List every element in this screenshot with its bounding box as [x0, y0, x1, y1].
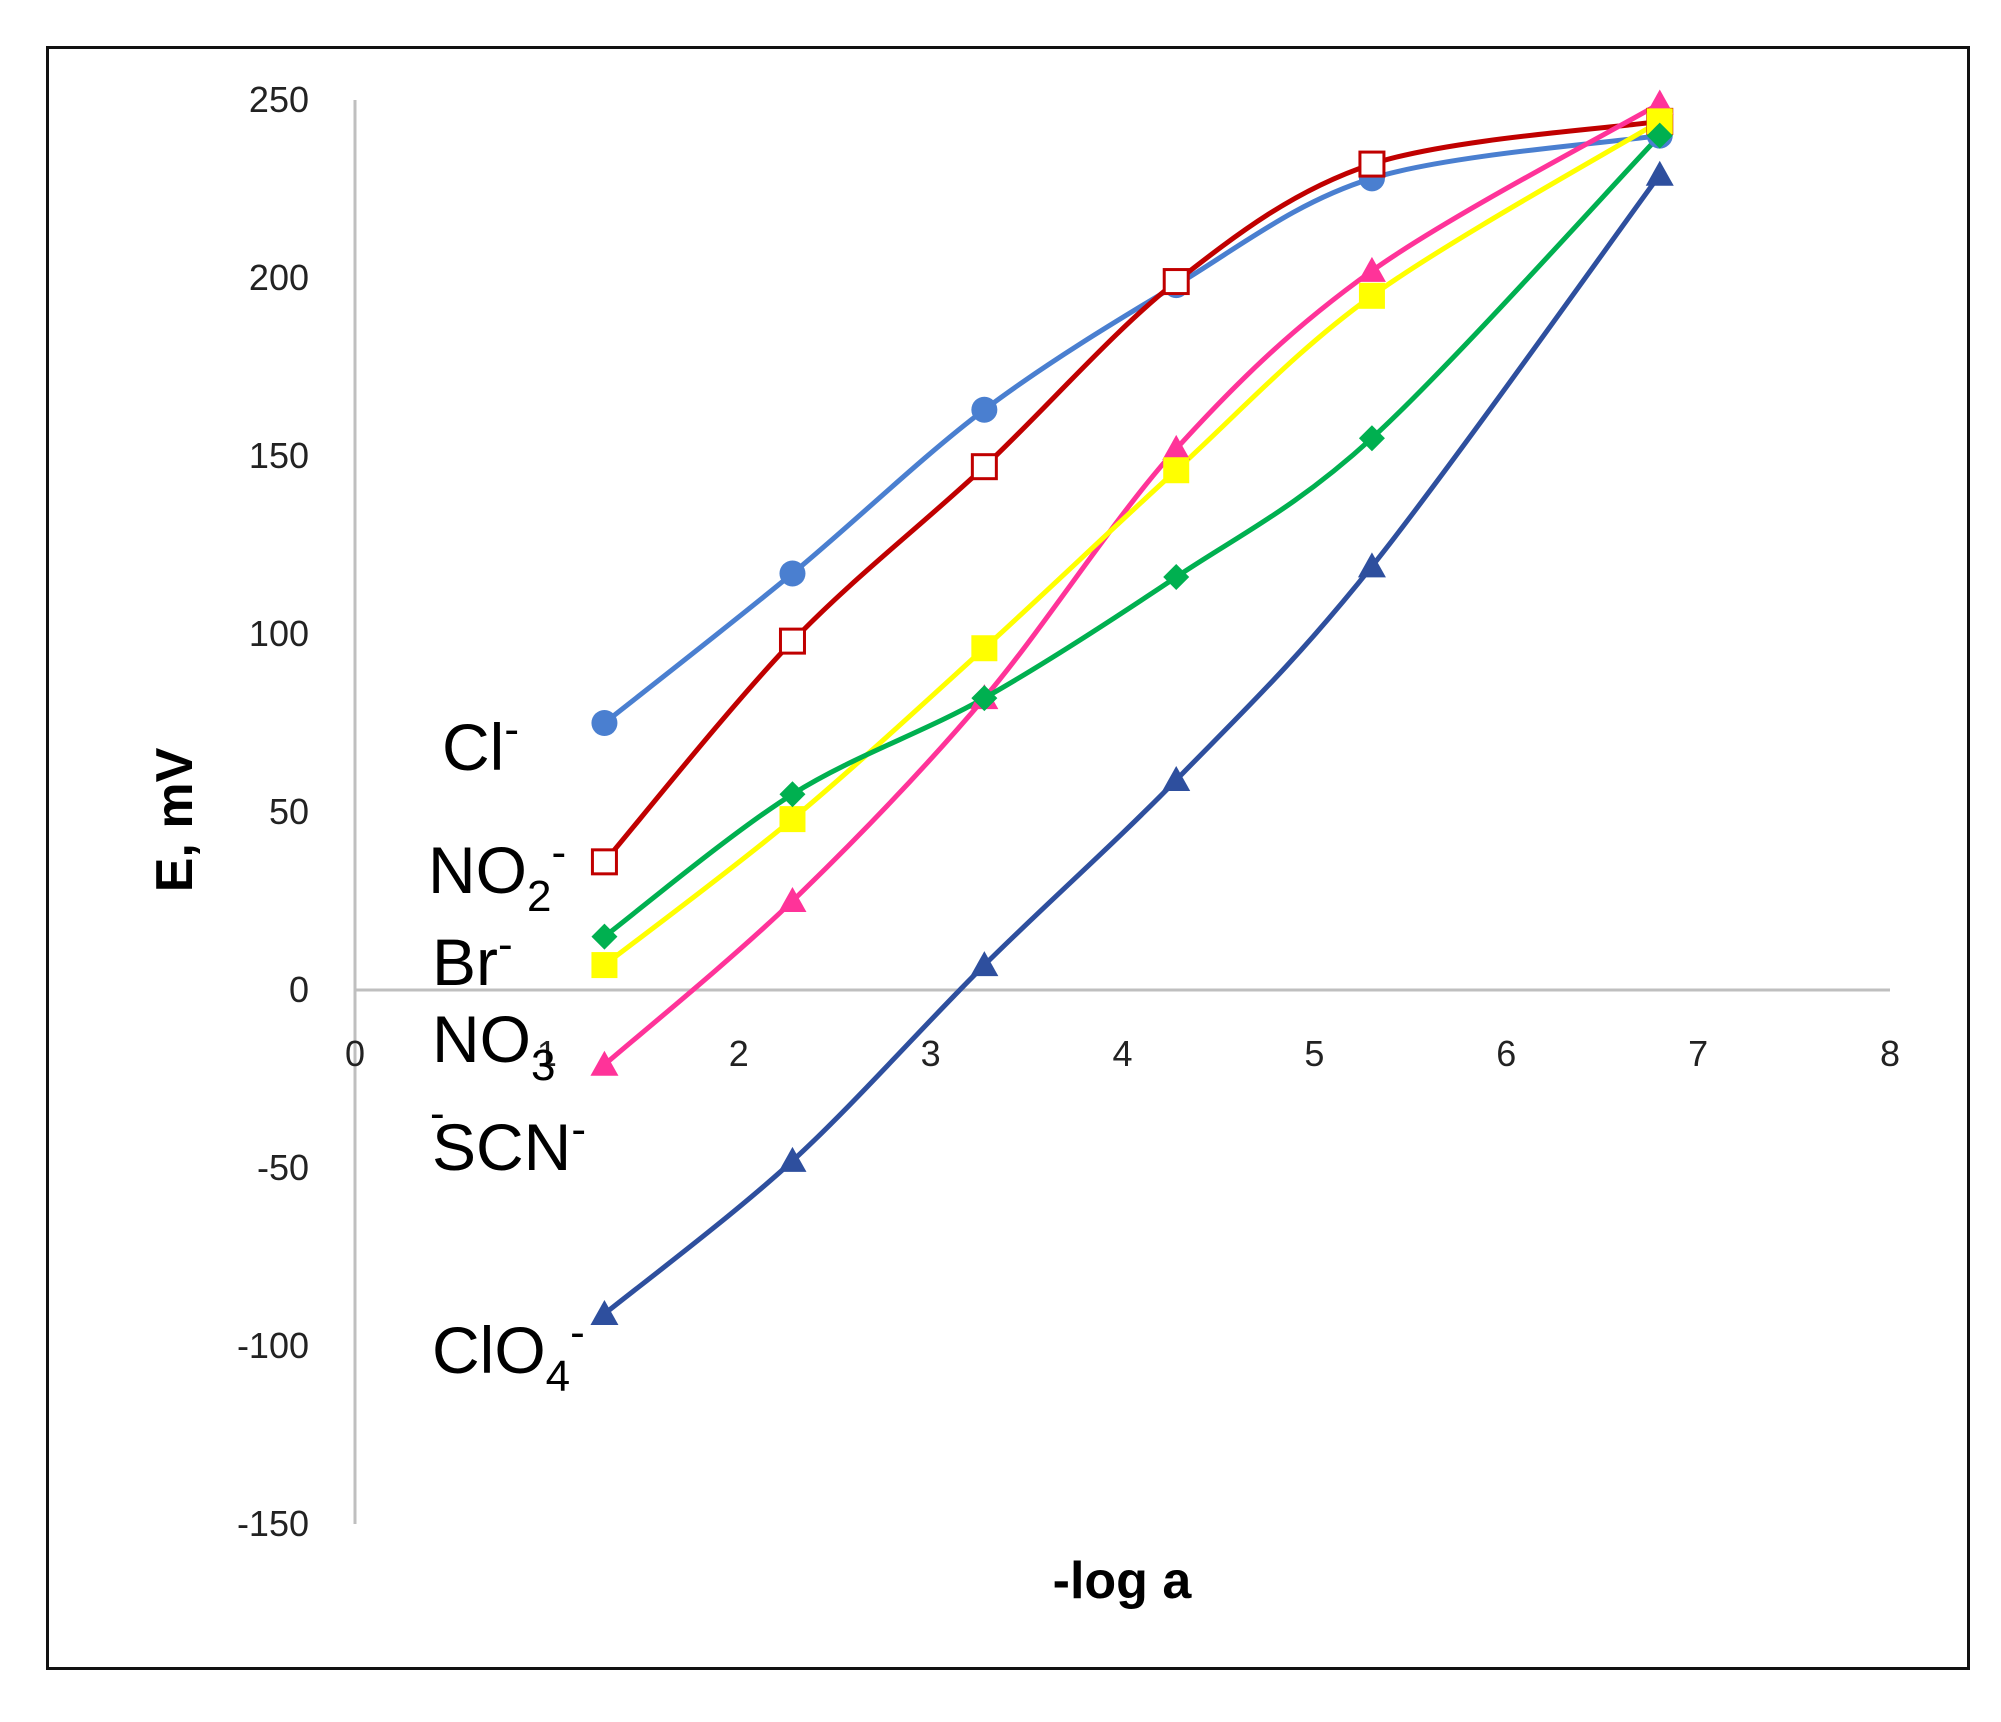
x-tick-label: 1: [537, 1033, 557, 1074]
data-point-cl: [591, 710, 618, 736]
y-tick-label: 50: [269, 791, 309, 832]
y-tick-labels: -150 -100 -50 0 50 100 150 200 250: [237, 79, 309, 1544]
data-point-br: [1163, 564, 1190, 591]
x-axis-title: -log a: [1053, 1552, 1193, 1610]
data-point-scn: [1162, 434, 1191, 460]
series-line-no3: [602, 119, 1662, 968]
data-point-clo4: [1357, 552, 1386, 578]
y-axis-title: E, mV: [146, 747, 204, 892]
y-tick-label: -100: [237, 1325, 309, 1366]
series-label-cl: Cl-: [442, 705, 519, 784]
data-point-clo4: [590, 1299, 619, 1325]
data-point-br: [779, 781, 806, 808]
x-tick-label: 7: [1688, 1033, 1708, 1074]
y-tick-label: 100: [249, 613, 309, 654]
x-tick-label: 4: [1112, 1033, 1132, 1074]
axes-group: [353, 100, 1890, 1524]
data-point-clo4: [970, 951, 999, 977]
data-point-no3: [591, 952, 618, 979]
series-labels: Cl- NO2- Br- NO3 - SCN- ClO4-: [428, 705, 586, 1401]
series-label-br: Br-: [432, 920, 513, 999]
data-point-no2: [590, 848, 618, 876]
data-point-scn: [590, 1050, 619, 1076]
series-label-no3-charge: -: [430, 1089, 445, 1138]
x-tick-label: 3: [921, 1033, 941, 1074]
data-point-br: [1646, 122, 1673, 149]
data-point-cl: [971, 396, 998, 423]
series-line-clo4: [602, 173, 1662, 1316]
data-point-no3: [1358, 282, 1385, 309]
data-point-br: [591, 923, 618, 950]
series-line-no2: [602, 118, 1661, 864]
y-tick-label: 200: [249, 257, 309, 298]
y-tick-label: 0: [289, 969, 309, 1010]
x-tick-label: 2: [729, 1033, 749, 1074]
series-label-clo4: ClO4-: [432, 1308, 585, 1401]
data-point-no3: [779, 806, 806, 833]
data-point-no2: [778, 627, 806, 655]
data-point-no3: [971, 635, 998, 662]
y-tick-label: -50: [257, 1147, 309, 1188]
chart-frame: [46, 46, 1970, 1670]
data-point-br: [1358, 425, 1385, 452]
data-point-scn: [1645, 89, 1674, 115]
data-point-clo4: [1645, 160, 1674, 186]
x-tick-label: 5: [1304, 1033, 1324, 1074]
series-line-br: [602, 133, 1662, 939]
series-line-cl: [602, 133, 1661, 725]
y-tick-label: 150: [249, 435, 309, 476]
data-point-no3: [1163, 457, 1190, 484]
x-tick-label: 6: [1496, 1033, 1516, 1074]
series-label-no3: NO3: [432, 1002, 555, 1090]
data-point-no2: [970, 453, 998, 481]
x-tick-label: 8: [1880, 1033, 1900, 1074]
data-point-cl: [779, 560, 806, 587]
data-point-scn: [778, 887, 807, 912]
data-point-clo4: [778, 1146, 807, 1172]
data-point-scn: [1357, 256, 1386, 282]
series-markers: [590, 89, 1674, 1325]
x-tick-labels: 0 1 2 3 4 5 6 7 8: [345, 1033, 1900, 1074]
x-tick-label: 0: [345, 1033, 365, 1074]
data-point-clo4: [1162, 765, 1191, 791]
data-point-no2: [1162, 268, 1190, 296]
series-lines: [602, 101, 1662, 1316]
series-line-scn: [602, 101, 1662, 1067]
y-tick-label: -150: [237, 1503, 309, 1544]
y-tick-label: 250: [249, 79, 309, 120]
series-label-no2: NO2-: [428, 828, 566, 921]
series-label-scn: SCN-: [432, 1105, 586, 1184]
data-point-br: [971, 685, 998, 712]
data-point-no2: [1358, 150, 1386, 178]
